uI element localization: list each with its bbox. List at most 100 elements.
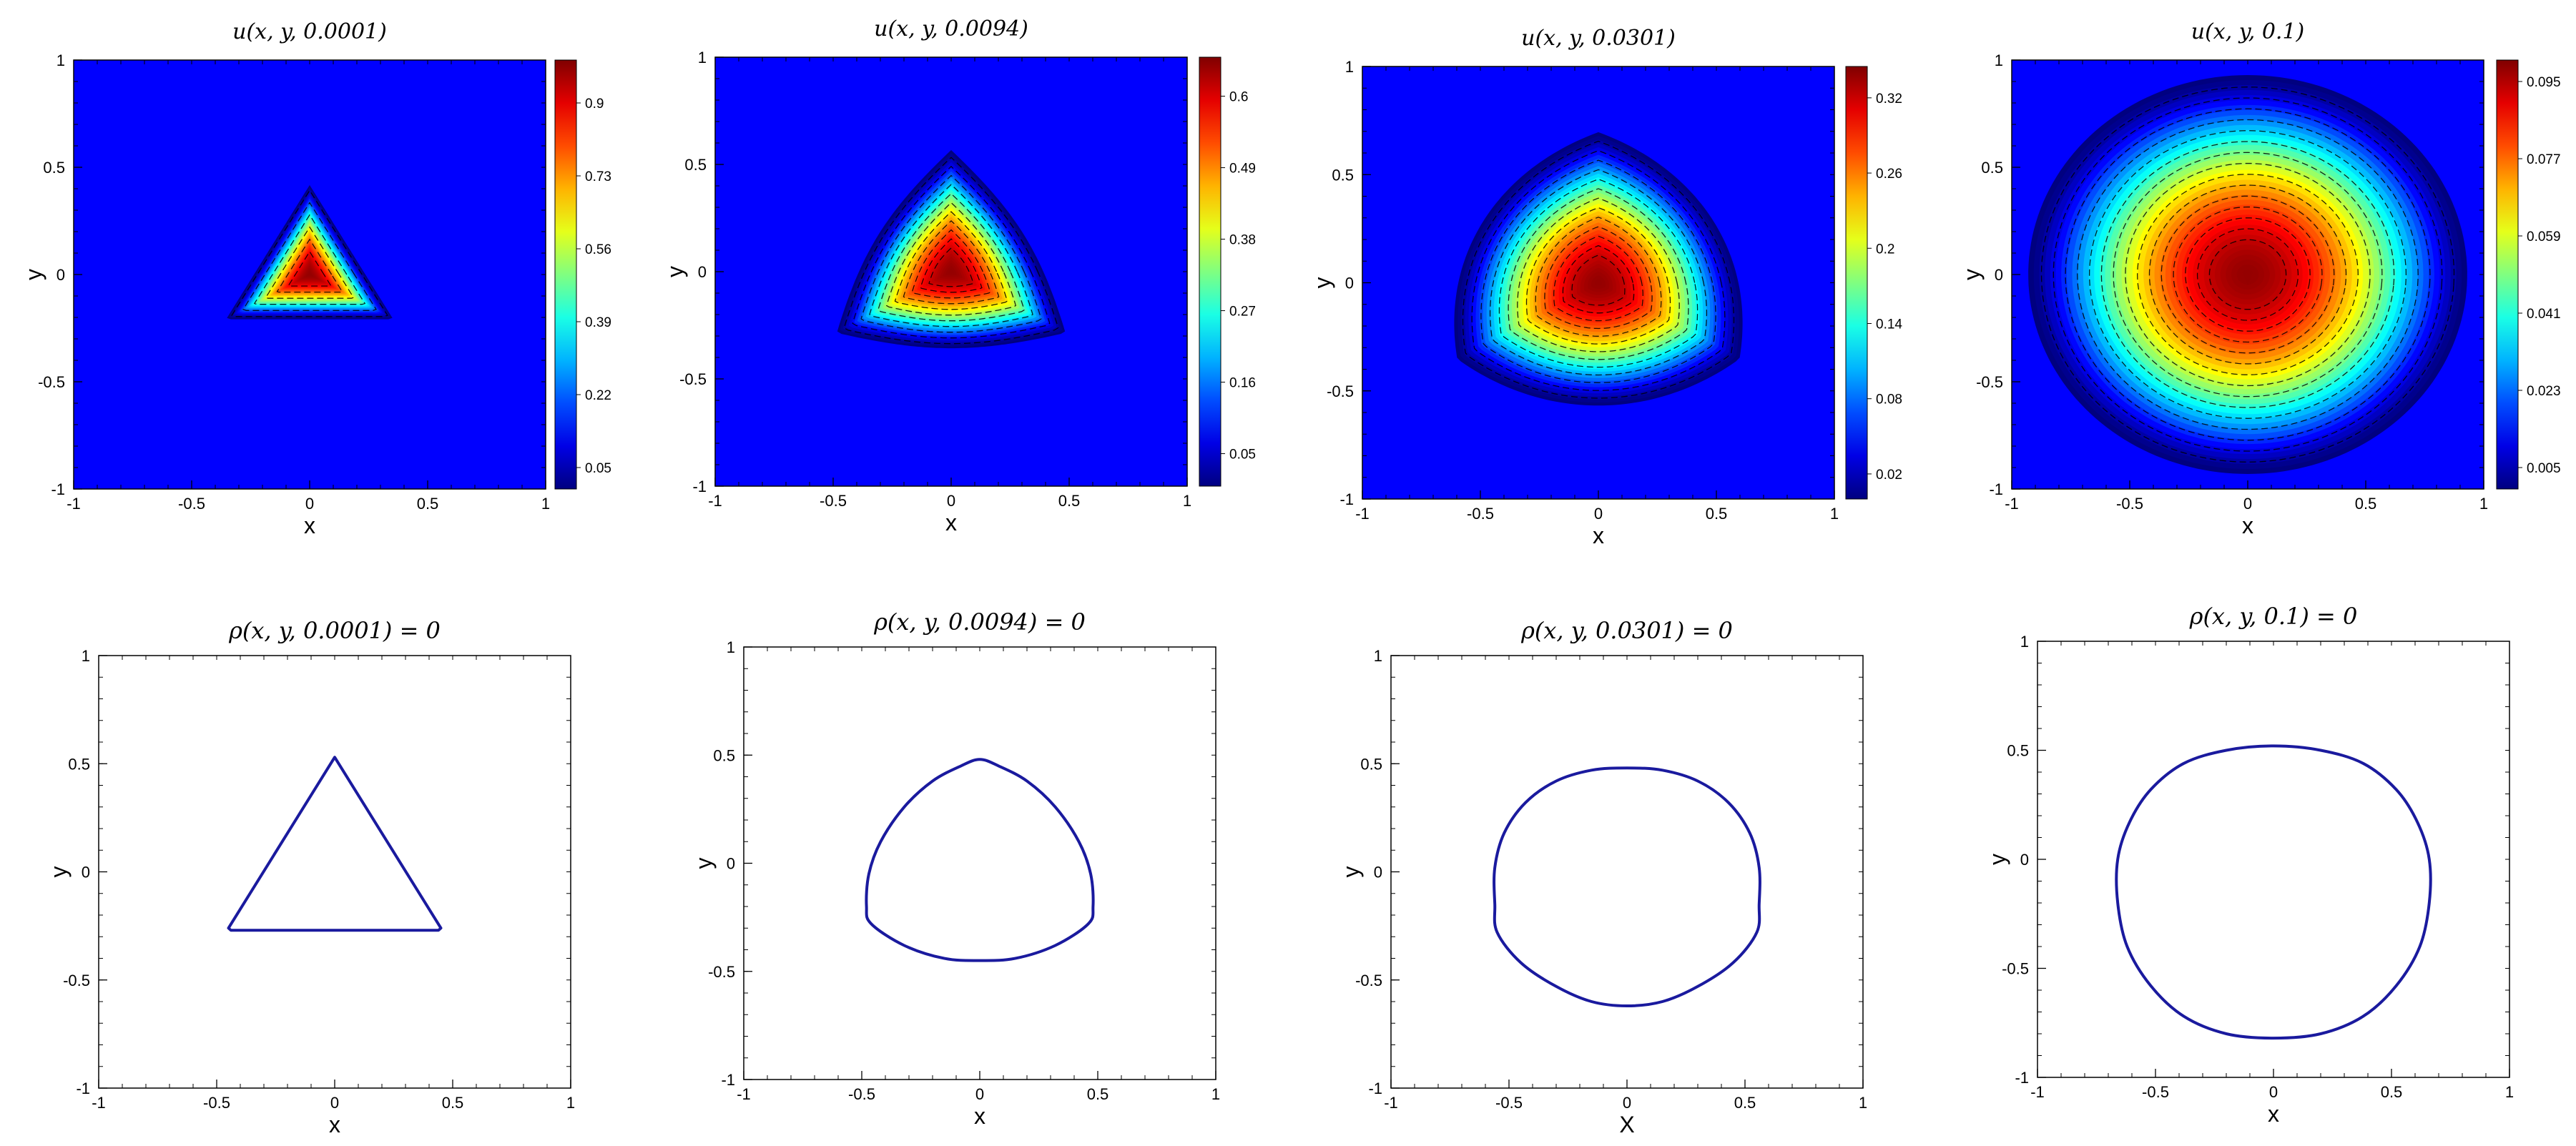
x-tick-label: -0.5 bbox=[178, 495, 205, 513]
y-tick-label: 1 bbox=[1374, 647, 1382, 665]
y-tick-label: 0.5 bbox=[68, 755, 90, 773]
heatmap-field bbox=[227, 184, 393, 320]
contour-line bbox=[2208, 239, 2287, 310]
contour-line bbox=[1517, 197, 1680, 352]
contour-line bbox=[1544, 226, 1653, 330]
colorbar-tick-label: 0.005 bbox=[2527, 461, 2561, 476]
y-tick-label: -0.5 bbox=[679, 370, 707, 388]
contour-line bbox=[2196, 228, 2299, 321]
y-tick-label: -1 bbox=[721, 1071, 735, 1089]
contour-line bbox=[287, 250, 332, 287]
x-axis-label: x bbox=[2242, 513, 2253, 538]
y-tick-label: 0 bbox=[56, 266, 65, 284]
colorbar-tick-label: 0.08 bbox=[1876, 392, 1902, 407]
colorbar-tick-label: 0.2 bbox=[1876, 242, 1894, 257]
contour-line bbox=[869, 184, 1033, 327]
contour-line bbox=[852, 165, 1051, 339]
x-tick-label: 1 bbox=[541, 495, 550, 513]
y-tick-label: 1 bbox=[698, 49, 707, 66]
contour-line bbox=[877, 192, 1025, 322]
chart-title: ρ(x, y, 0.0001) = 0 bbox=[228, 617, 441, 644]
colorbar-tick-label: 0.26 bbox=[1876, 167, 1902, 182]
y-tick-label: 0.5 bbox=[2007, 742, 2029, 760]
x-tick-label: 0 bbox=[305, 495, 314, 513]
heatmap-band bbox=[948, 268, 954, 274]
x-tick-label: -0.5 bbox=[2142, 1083, 2169, 1101]
y-tick-label: -1 bbox=[51, 480, 65, 498]
heatmap-field bbox=[1454, 132, 1743, 406]
colorbar: 0.005 0.023 0.041 0.059 0.077 0.095 bbox=[2496, 59, 2561, 490]
heatmap-panel-4: -1 -0.5 0 0.5 1 -1 -0.5 0 0.5 1 x y u(x, y, 0.1) 0.00… bbox=[1959, 19, 2561, 538]
x-tick-label: -0.5 bbox=[2116, 495, 2143, 513]
y-tick-label: -1 bbox=[1368, 1080, 1382, 1097]
axes-frame bbox=[743, 646, 1216, 1080]
colorbar-bar bbox=[554, 59, 577, 490]
axes-frame bbox=[98, 655, 571, 1089]
x-tick-label: -1 bbox=[67, 495, 81, 513]
y-tick-label: -1 bbox=[76, 1080, 90, 1097]
contour-panel-7: -1 -0.5 0 0.5 1 -1 -0.5 0 0.5 1 Xy ρ(x, y, 0.0301) … bbox=[1338, 617, 1867, 1137]
x-axis-label: x bbox=[304, 513, 315, 538]
y-tick-label: 0 bbox=[727, 855, 735, 873]
colorbar-tick-label: 0.077 bbox=[2527, 152, 2561, 167]
contour-line bbox=[1508, 188, 1689, 360]
contour-line bbox=[2148, 184, 2347, 365]
chart-title: ρ(x, y, 0.0301) = 0 bbox=[1520, 617, 1733, 644]
x-tick-label: 1 bbox=[566, 1094, 575, 1112]
colorbar-tick-label: 0.095 bbox=[2527, 75, 2561, 90]
contour-panel-6: -1 -0.5 0 0.5 1 -1 -0.5 0 0.5 1 x y ρ(x, y, 0.0094) … bbox=[691, 608, 1220, 1129]
heatmap-panel-3: -1 -0.5 0 0.5 1 -1 -0.5 0 0.5 1 x y u(x, y, 0.0301) 0… bbox=[1309, 26, 1902, 548]
x-tick-label: 0.5 bbox=[442, 1094, 464, 1112]
heatmap-band bbox=[1595, 279, 1602, 286]
x-tick-label: 1 bbox=[2505, 1083, 2514, 1101]
x-axis-label: x bbox=[1593, 523, 1604, 548]
y-tick-label: 1 bbox=[1345, 58, 1354, 76]
contour-line bbox=[2113, 152, 2383, 397]
colorbar-tick-label: 0.041 bbox=[2527, 307, 2561, 322]
x-axis-label: x bbox=[329, 1112, 340, 1137]
y-tick-label: -1 bbox=[1989, 480, 2003, 498]
x-tick-label: 1 bbox=[1830, 505, 1839, 523]
colorbar-tick-label: 0.6 bbox=[1229, 90, 1248, 105]
y-tick-label: 1 bbox=[82, 647, 90, 665]
y-tick-label: 1 bbox=[56, 51, 65, 69]
colorbar-tick-label: 0.39 bbox=[585, 315, 611, 330]
y-tick-label: -0.5 bbox=[1355, 972, 1382, 989]
contour-line bbox=[253, 214, 366, 305]
x-tick-label: 0.5 bbox=[417, 495, 439, 513]
colorbar: 0.02 0.08 0.14 0.2 0.26 0.32 bbox=[1845, 66, 1902, 500]
zero-level-curve bbox=[865, 758, 1095, 962]
y-tick-label: -0.5 bbox=[1976, 373, 2003, 391]
chart-title: u(x, y, 0.0094) bbox=[874, 16, 1028, 41]
y-tick-label: -1 bbox=[2015, 1069, 2029, 1087]
y-tick-label: 0 bbox=[1345, 275, 1354, 292]
y-tick-label: -1 bbox=[692, 478, 707, 495]
contour-line bbox=[1489, 169, 1708, 376]
colorbar-tick-label: 0.22 bbox=[585, 388, 611, 403]
y-tick-label: -0.5 bbox=[2002, 960, 2029, 978]
x-tick-label: -1 bbox=[1384, 1094, 1398, 1112]
x-tick-label: 1 bbox=[1211, 1085, 1220, 1103]
contour-line bbox=[1525, 207, 1671, 345]
heatmap-field bbox=[2028, 75, 2467, 474]
y-tick-label: 0.5 bbox=[684, 156, 707, 174]
chart-title: u(x, y, 0.0301) bbox=[1521, 26, 1676, 51]
y-tick-label: -0.5 bbox=[1327, 382, 1354, 400]
contour-line bbox=[2053, 97, 2443, 452]
colorbar-tick-label: 0.32 bbox=[1876, 92, 1902, 107]
heatmap-panel-1: -1 -0.5 0 0.5 1 -1 -0.5 0 0.5 1 x y u(x, y, 0.0001) 0… bbox=[21, 19, 611, 538]
colorbar-bar bbox=[2496, 59, 2519, 490]
x-tick-label: -1 bbox=[92, 1094, 106, 1112]
contour-line bbox=[920, 238, 983, 293]
contour-panel-5: -1 -0.5 0 0.5 1 -1 -0.5 0 0.5 1 x y ρ(x, y, 0.0001) … bbox=[46, 617, 575, 1137]
axes-frame bbox=[2037, 641, 2510, 1078]
x-axis-label: x bbox=[2268, 1101, 2279, 1127]
colorbar-tick-label: 0.16 bbox=[1229, 376, 1256, 391]
colorbar-tick-label: 0.023 bbox=[2527, 384, 2561, 399]
y-axis-label: y bbox=[691, 858, 717, 869]
x-tick-label: -0.5 bbox=[203, 1094, 230, 1112]
contour-panel-8: -1 -0.5 0 0.5 1 -1 -0.5 0 0.5 1 x y ρ(x, y, 0.1) = 0 bbox=[1985, 603, 2514, 1127]
colorbar-tick-label: 0.02 bbox=[1876, 468, 1902, 483]
colorbar-bar bbox=[1199, 56, 1221, 487]
colorbar-tick-label: 0.059 bbox=[2527, 229, 2561, 244]
